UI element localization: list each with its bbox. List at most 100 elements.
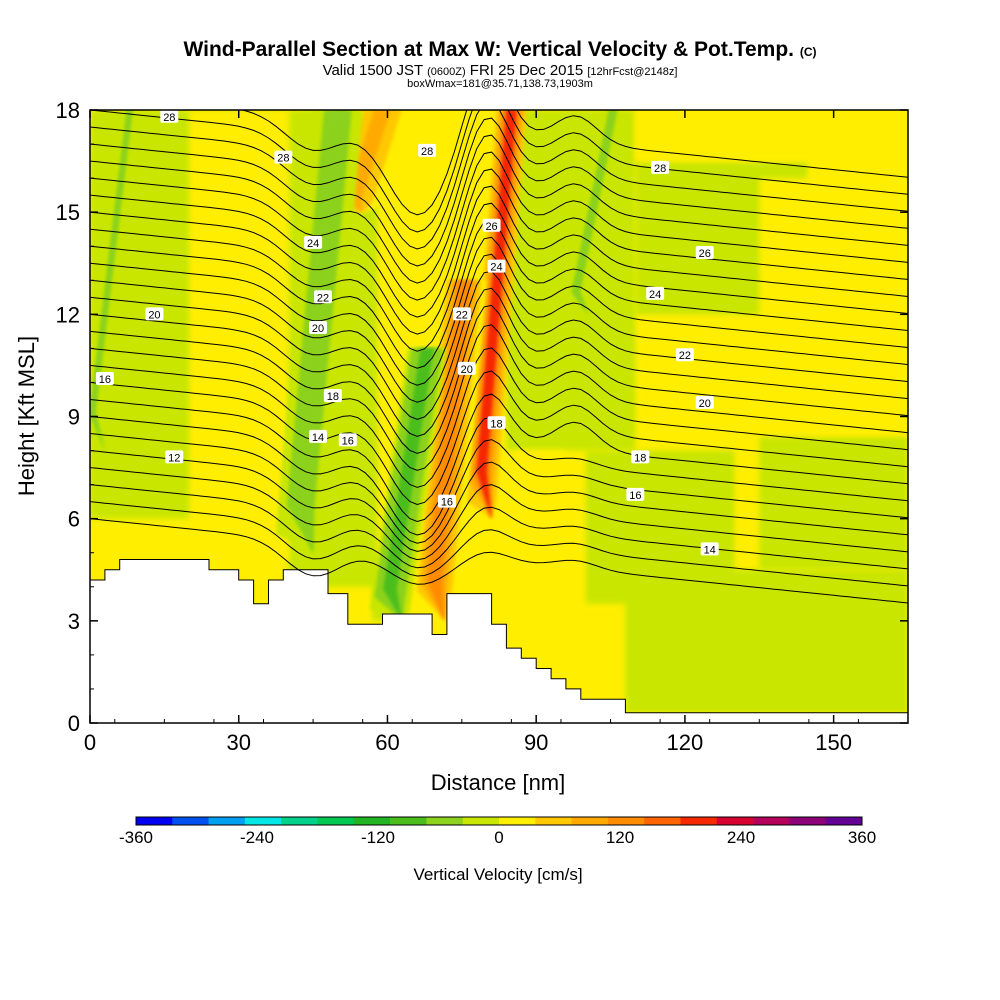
colorbar-swatch (607, 817, 645, 825)
colorbar-tick-label: 120 (606, 828, 634, 847)
y-tick-label: 18 (56, 98, 80, 123)
forecast-info: [12hrFcst@2148z] (587, 66, 678, 78)
colorbar-swatch (535, 817, 572, 825)
colorbar: -360 -240 -120 0 120 240 360 (119, 816, 876, 847)
isentrope-line (90, 270, 908, 420)
svg-text:12: 12 (168, 452, 180, 464)
svg-text:14: 14 (704, 544, 716, 556)
colorbar-swatch (789, 817, 826, 825)
downdraft-band (383, 348, 434, 621)
colorbar-frame (135, 816, 863, 826)
valid-date: FRI 25 Dec 2015 (469, 62, 584, 79)
contour-label: 28 (274, 150, 293, 165)
svg-text:18: 18 (634, 452, 646, 464)
svg-text:16: 16 (342, 435, 354, 447)
x-tick-label: 90 (524, 730, 548, 755)
isentrope-line (90, 518, 908, 604)
isentrope-line (90, 236, 908, 386)
svg-text:16: 16 (441, 497, 453, 509)
x-axis-title: Distance [nm] (431, 770, 566, 795)
contour-label: 28 (160, 109, 179, 124)
contour-label: 20 (695, 395, 714, 410)
svg-text:24: 24 (307, 238, 319, 250)
y-axis-title: Height [Kft MSL] (14, 336, 39, 496)
svg-text:28: 28 (421, 146, 433, 158)
contour-label: 26 (695, 246, 714, 260)
colorbar-swatch (353, 817, 391, 825)
contour-label: 22 (675, 348, 694, 362)
contour-label: 18 (323, 389, 342, 403)
isentrope-line (90, 168, 908, 318)
contour-label: 22 (452, 307, 471, 321)
isentrope-line (90, 467, 908, 561)
isentrope-line (90, 450, 908, 552)
svg-text:26: 26 (485, 221, 497, 233)
colorbar-title: Vertical Velocity [cm/s] (413, 865, 582, 884)
contour-label: 22 (314, 290, 333, 304)
weak-downdraft-region (109, 314, 190, 383)
contour-label: 28 (418, 143, 437, 158)
contour-label: 14 (700, 542, 719, 556)
contour-label: 20 (457, 361, 476, 376)
colorbar-tick-label: -240 (240, 828, 274, 847)
colorbar-swatch (680, 817, 718, 825)
y-tick-label: 3 (68, 609, 80, 634)
contour-label: 18 (487, 416, 506, 430)
contour-label: 24 (646, 286, 665, 301)
valid-time-prefix: Valid 1500 JST (322, 62, 423, 79)
chart-title-unit: (C) (799, 45, 817, 59)
colorbar-swatch (390, 817, 427, 825)
isentrope-line (90, 433, 908, 544)
colorbar-tick-label: -120 (361, 828, 395, 847)
colorbar-swatch (753, 817, 790, 825)
svg-text:16: 16 (629, 490, 641, 502)
isentrope-line (90, 110, 908, 250)
colorbar-swatch (317, 817, 355, 825)
isentrope-line (90, 110, 908, 233)
isentrope-line (90, 324, 908, 471)
colorbar-swatch (462, 817, 500, 825)
svg-text:18: 18 (327, 391, 339, 403)
contour-label: 20 (309, 320, 328, 335)
chart-title: Wind-Parallel Section at Max W: Vertical… (0, 38, 1000, 62)
svg-text:18: 18 (490, 418, 502, 430)
svg-text:24: 24 (649, 289, 661, 301)
svg-text:20: 20 (699, 398, 711, 410)
isentrope-line (239, 110, 908, 216)
contour-label: 28 (651, 160, 670, 175)
weak-updraft-region (516, 450, 566, 655)
valid-time-utc: (0600Z) (427, 66, 466, 78)
isentrope-line (90, 202, 908, 352)
contour-label: 16 (626, 487, 645, 502)
colorbar-tick-label: 0 (494, 828, 503, 847)
colorbar-swatch (644, 817, 681, 825)
downdraft-band (90, 110, 133, 451)
isentrope-line (90, 501, 908, 587)
colorbar-swatch (571, 817, 609, 825)
isentrope-line (90, 347, 908, 488)
y-tick-label: 9 (68, 405, 80, 430)
colorbar-swatch (825, 817, 863, 825)
svg-text:22: 22 (679, 350, 691, 362)
colorbar-swatch (716, 817, 754, 825)
colorbar-swatch (281, 817, 318, 825)
isentrope-line (90, 370, 908, 506)
contour-label: 24 (304, 235, 323, 250)
axes: 0 30 60 90 120 150 0 3 6 9 12 15 18 (56, 98, 908, 755)
isentrope-contours (90, 110, 908, 604)
y-tick-label: 6 (68, 507, 80, 532)
chart-subtitle: Valid 1500 JST (0600Z) FRI 25 Dec 2015 [… (0, 62, 1000, 79)
svg-text:28: 28 (654, 163, 666, 175)
isentrope-line (90, 185, 908, 335)
colorbar-swatch (136, 817, 173, 825)
contour-label: 24 (487, 259, 506, 274)
terrain-profile (89, 559, 909, 724)
colorbar-swatch (499, 817, 536, 825)
svg-text:16: 16 (99, 374, 111, 386)
x-tick-label: 150 (815, 730, 852, 755)
svg-text:20: 20 (312, 323, 324, 335)
contour-label: 14 (309, 429, 328, 444)
isentrope-line (90, 304, 908, 454)
svg-text:28: 28 (277, 153, 289, 165)
